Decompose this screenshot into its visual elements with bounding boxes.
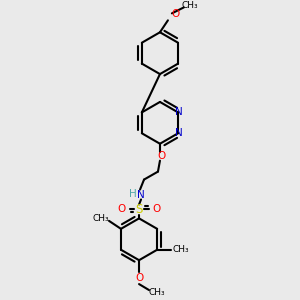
Text: O: O (172, 9, 180, 20)
Text: CH₃: CH₃ (182, 1, 198, 10)
Text: N: N (175, 128, 183, 138)
Text: CH₃: CH₃ (149, 287, 165, 296)
Text: S: S (135, 203, 143, 216)
Text: O: O (135, 273, 143, 283)
Text: CH₃: CH₃ (173, 245, 189, 254)
Text: N: N (175, 107, 183, 117)
Text: O: O (153, 204, 161, 214)
Text: CH₃: CH₃ (93, 214, 110, 224)
Text: O: O (117, 204, 125, 214)
Text: H: H (129, 188, 137, 199)
Text: N: N (137, 190, 145, 200)
Text: O: O (158, 151, 166, 161)
